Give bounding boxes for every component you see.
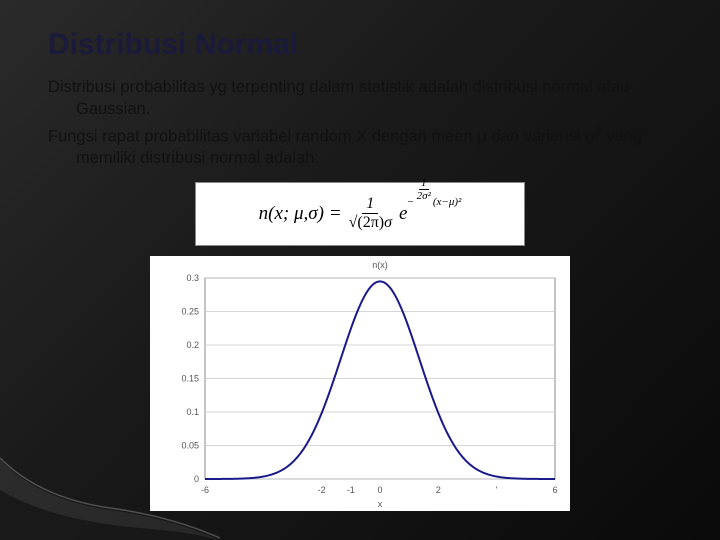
svg-text:n(x): n(x) (372, 260, 388, 270)
svg-text:0.15: 0.15 (181, 373, 199, 383)
svg-text:6: 6 (552, 485, 557, 495)
svg-text:0: 0 (377, 485, 382, 495)
svg-text:0.05: 0.05 (181, 440, 199, 450)
svg-text:0.25: 0.25 (181, 306, 199, 316)
formula: n(x; μ,σ) = 1 √(2π)σ e − 1 2σ² (x−μ)² (195, 182, 525, 246)
svg-text:-2: -2 (318, 485, 326, 495)
svg-text:0.2: 0.2 (186, 340, 199, 350)
formula-e: e (399, 203, 407, 225)
svg-text:': ' (496, 485, 498, 495)
paragraph-1: Distribusi probabilitas yg terpenting da… (48, 76, 672, 121)
svg-text:-1: -1 (347, 485, 355, 495)
svg-text:0.3: 0.3 (186, 273, 199, 283)
normal-curve-chart: 0 0.05 0.1 0.15 0.2 0.25 0.3 -6 -1 -2 0 2 ' 6 n(x) x (150, 256, 570, 511)
slide-title: Distribusi Normal (48, 28, 672, 62)
svg-text:2: 2 (436, 485, 441, 495)
formula-fraction: 1 √(2π)σ (345, 195, 396, 232)
formula-lhs: n(x; μ,σ) = (259, 203, 342, 225)
svg-text:0.1: 0.1 (186, 407, 199, 417)
svg-text:0: 0 (194, 474, 199, 484)
paragraph-2: Fungsi rapat probabilitas variabel rando… (48, 125, 672, 170)
svg-text:-6: -6 (201, 485, 209, 495)
formula-exp-fraction: 1 2σ² (415, 177, 433, 202)
svg-text:x: x (378, 499, 383, 509)
body-text: Distribusi probabilitas yg terpenting da… (48, 76, 672, 170)
